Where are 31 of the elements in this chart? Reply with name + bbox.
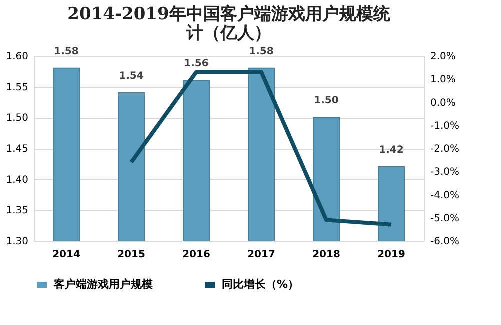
legend-label: 客户端游戏用户规模 — [53, 278, 154, 291]
data-label: 1.54 — [119, 71, 144, 82]
legend-label: 同比增长（%） — [222, 278, 300, 291]
y2-tick-label: 0.0% — [430, 98, 456, 109]
data-label: 1.42 — [379, 145, 404, 156]
y2-tick-label: -1.0% — [430, 120, 460, 132]
y2-tick-label: 1.0% — [430, 74, 456, 86]
data-label: 1.58 — [249, 46, 274, 58]
y2-tick-label: -5.0% — [430, 213, 460, 224]
y2-tick-label: -2.0% — [430, 144, 460, 155]
y2-tick-label: -6.0% — [430, 236, 460, 248]
y-tick-label: 1.30 — [6, 236, 28, 248]
y2-tick-label: -4.0% — [430, 190, 460, 202]
data-label: 1.58 — [54, 46, 79, 58]
y2-tick-label: -3.0% — [430, 167, 460, 178]
x-tick-label: 2019 — [378, 250, 406, 260]
data-label: 1.56 — [184, 58, 209, 70]
chart-title: 2014-2019年中国客户端游戏用户规模统计（亿人） — [68, 4, 392, 44]
y-tick-label: 1.35 — [6, 206, 28, 217]
x-tick-label: 2016 — [182, 250, 210, 260]
y-tick-label: 1.55 — [6, 82, 28, 94]
data-label: 1.50 — [314, 96, 339, 107]
y-tick-label: 1.45 — [6, 144, 28, 155]
y2-tick-label: 2.0% — [430, 52, 456, 62]
y-tick-label: 1.60 — [6, 52, 28, 62]
x-tick-label: 2015 — [118, 250, 146, 260]
x-tick-label: 2018 — [312, 250, 340, 260]
y-tick-label: 1.50 — [6, 113, 28, 124]
x-tick-label: 2014 — [52, 250, 80, 260]
y-tick-label: 1.40 — [6, 174, 28, 186]
x-tick-label: 2017 — [248, 250, 276, 260]
